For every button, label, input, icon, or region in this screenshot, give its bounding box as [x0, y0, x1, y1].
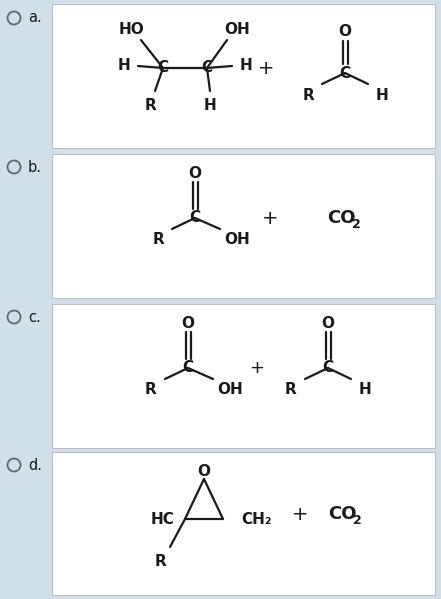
Text: R: R: [155, 555, 167, 570]
Text: C: C: [202, 60, 213, 75]
Text: C: C: [183, 361, 194, 376]
Text: H: H: [204, 98, 217, 113]
Text: H: H: [376, 87, 389, 102]
Circle shape: [7, 161, 20, 174]
Text: +: +: [292, 504, 308, 524]
Text: R: R: [152, 232, 164, 247]
Text: C: C: [322, 361, 333, 376]
Text: R: R: [144, 98, 156, 113]
Bar: [52, 154, 435, 298]
Text: HC: HC: [151, 512, 175, 527]
Text: H: H: [118, 59, 131, 74]
Text: OH: OH: [217, 383, 243, 398]
Text: CO: CO: [328, 505, 356, 523]
Text: +: +: [250, 359, 265, 377]
Text: 2: 2: [352, 217, 361, 231]
Text: R: R: [145, 383, 157, 398]
Text: OH: OH: [224, 23, 250, 38]
Text: C: C: [157, 60, 168, 75]
Text: c.: c.: [28, 310, 41, 325]
Text: R: R: [285, 383, 297, 398]
Text: C: C: [190, 210, 201, 225]
Circle shape: [7, 11, 20, 25]
Text: 2: 2: [353, 513, 362, 527]
Text: +: +: [262, 208, 278, 228]
Text: OH: OH: [224, 232, 250, 247]
Text: R: R: [302, 87, 314, 102]
Text: O: O: [198, 464, 210, 480]
Circle shape: [7, 458, 20, 471]
Bar: [52, 304, 435, 448]
Text: CO: CO: [327, 209, 355, 227]
Text: O: O: [188, 165, 202, 180]
Text: a.: a.: [28, 11, 42, 26]
Text: H: H: [359, 383, 371, 398]
Bar: [52, 452, 435, 595]
Text: b.: b.: [28, 159, 42, 174]
Text: C: C: [340, 65, 351, 80]
Text: H: H: [239, 59, 252, 74]
Text: +: +: [258, 59, 274, 77]
Text: O: O: [339, 25, 351, 40]
Text: O: O: [182, 316, 194, 331]
Text: O: O: [321, 316, 335, 331]
Circle shape: [7, 310, 20, 323]
Text: d.: d.: [28, 458, 42, 473]
Text: HO: HO: [119, 23, 145, 38]
Bar: [52, 4, 435, 148]
Text: CH₂: CH₂: [241, 512, 272, 527]
